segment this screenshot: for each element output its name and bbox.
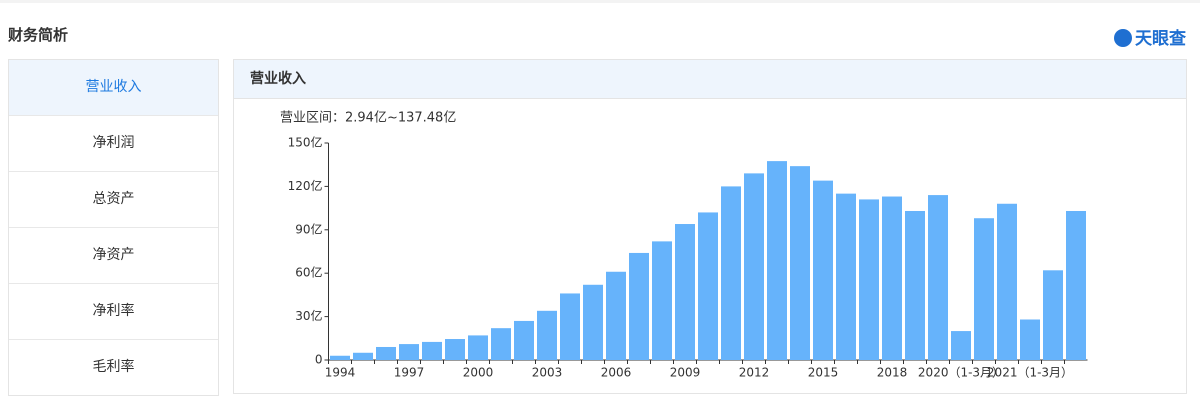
tab[interactable]: 毛利率 xyxy=(9,339,218,395)
bar xyxy=(951,331,971,360)
bar xyxy=(997,203,1017,360)
x-tick-label: 2003 xyxy=(532,366,563,380)
x-tick-label: 2009 xyxy=(670,366,701,380)
bar xyxy=(836,193,856,360)
bar xyxy=(468,335,488,360)
x-tick-label: 2015 xyxy=(808,366,839,380)
x-tick-label: 2006 xyxy=(601,366,632,380)
tab[interactable]: 净利润 xyxy=(9,115,218,171)
bar xyxy=(905,210,925,360)
bar xyxy=(514,320,534,360)
y-tick-label: 120亿 xyxy=(288,178,323,193)
bar xyxy=(1066,210,1086,360)
logo[interactable]: 天眼查 xyxy=(1114,24,1186,49)
bar xyxy=(583,284,603,360)
bar xyxy=(974,218,994,360)
tab[interactable]: 营业收入 xyxy=(9,60,218,115)
bar xyxy=(399,344,419,360)
bar xyxy=(698,212,718,360)
tab-list: 营业收入 净利润 总资产 净资产 净利率 毛利率 xyxy=(8,59,219,396)
bar xyxy=(491,328,511,360)
section-title: 财务简析 xyxy=(8,26,69,44)
bar xyxy=(376,346,396,360)
bar xyxy=(859,199,879,360)
bar xyxy=(744,173,764,360)
x-tick-label: 2018 xyxy=(877,366,908,380)
bar xyxy=(422,341,442,360)
x-tick-label: 2012 xyxy=(739,366,770,380)
bar xyxy=(606,271,626,360)
y-tick-label: 60亿 xyxy=(295,265,322,280)
bar xyxy=(767,161,787,360)
y-tick-label: 150亿 xyxy=(288,135,323,150)
bar xyxy=(1043,270,1063,360)
bar xyxy=(560,293,580,360)
bar xyxy=(1020,319,1040,360)
bar xyxy=(330,355,350,360)
bar xyxy=(353,352,373,360)
x-tick-label: 1997 xyxy=(394,366,425,380)
bar xyxy=(721,186,741,360)
chart-panel: 营业收入 xyxy=(233,59,1187,394)
x-tick-label: 2000 xyxy=(463,366,494,380)
tab[interactable]: 净利率 xyxy=(9,283,218,339)
bar xyxy=(652,241,672,360)
bar xyxy=(537,310,557,360)
y-tick-label: 0 xyxy=(315,353,323,367)
tab[interactable]: 净资产 xyxy=(9,227,218,283)
y-tick-label: 30亿 xyxy=(295,308,322,323)
bar xyxy=(445,339,465,360)
bar xyxy=(882,196,902,360)
y-tick-label: 90亿 xyxy=(295,221,322,236)
panel-title: 营业收入 xyxy=(234,60,1186,99)
bar xyxy=(813,180,833,360)
bar xyxy=(928,195,948,360)
top-border xyxy=(0,0,1200,3)
bar xyxy=(790,166,810,360)
logo-text: 天眼查 xyxy=(1135,29,1186,49)
bar xyxy=(675,224,695,360)
x-tick-label: 2021（1-3月） xyxy=(987,366,1073,380)
x-tick-label: 2020（1-3月） xyxy=(918,366,1004,380)
chart-subtitle: 营业区间：2.94亿~137.48亿 xyxy=(280,111,456,126)
tab[interactable]: 总资产 xyxy=(9,171,218,227)
bar xyxy=(629,252,649,360)
x-tick-label: 1994 xyxy=(325,366,356,380)
